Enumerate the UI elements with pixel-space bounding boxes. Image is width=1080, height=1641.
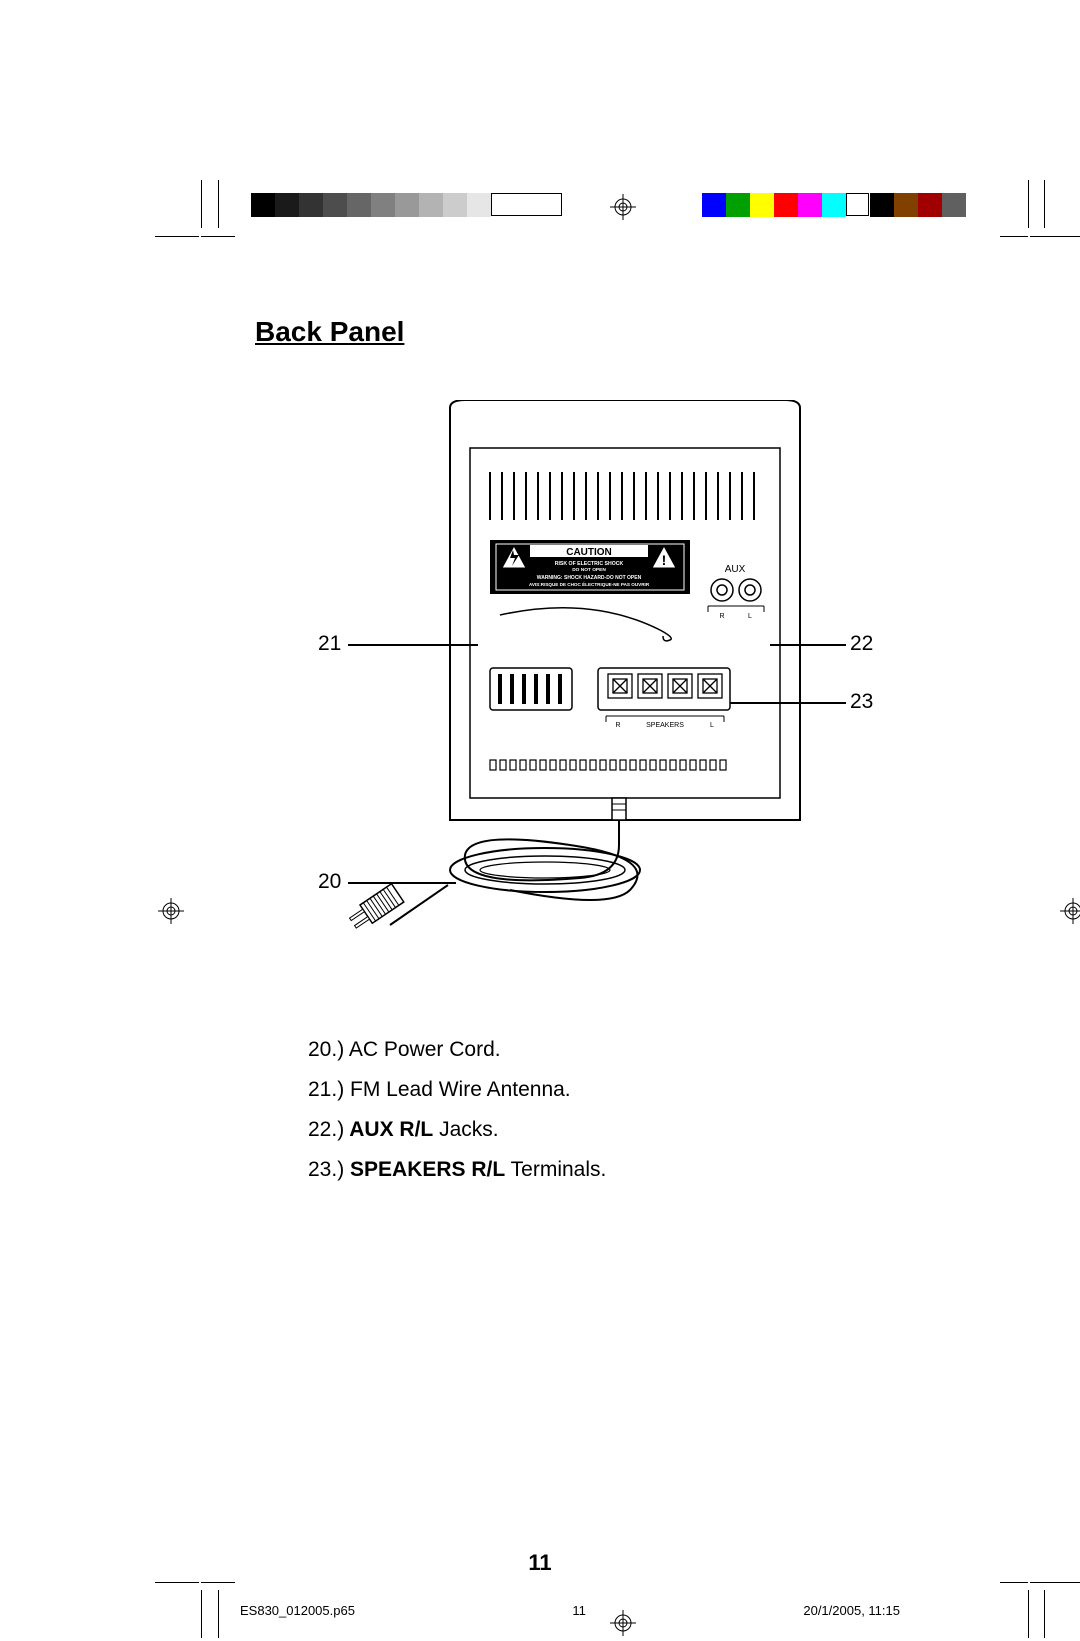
back-panel-diagram: ! CAUTION RISK OF ELECTRIC SHOCK DO NOT …	[330, 400, 850, 960]
footer: ES830_012005.p65 11 20/1/2005, 11:15	[240, 1603, 900, 1618]
svg-text:AUX: AUX	[725, 564, 746, 575]
color-swatch	[323, 193, 347, 217]
color-swatch	[798, 193, 822, 217]
list-item: 20.) AC Power Cord.	[308, 1030, 606, 1070]
crop-mark	[1028, 1590, 1029, 1638]
color-swatch	[371, 193, 395, 217]
svg-text:WARNING: SHOCK HAZARD-DO NOT O: WARNING: SHOCK HAZARD-DO NOT OPEN	[537, 575, 642, 581]
crop-mark	[1028, 180, 1029, 228]
crop-mark	[218, 1590, 219, 1638]
color-swatch	[299, 193, 323, 217]
crop-mark	[1030, 1582, 1080, 1583]
color-swatch	[894, 193, 918, 217]
color-swatch	[443, 193, 467, 217]
crop-mark	[155, 1582, 199, 1583]
colorbar-outline	[491, 193, 562, 216]
callout-20: 20	[318, 870, 341, 894]
colorbar-outline	[846, 193, 869, 216]
color-swatch	[467, 193, 491, 217]
color-swatch	[774, 193, 798, 217]
list-item: 21.) FM Lead Wire Antenna.	[308, 1070, 606, 1110]
svg-text:L: L	[748, 613, 752, 620]
footer-filename: ES830_012005.p65	[240, 1603, 355, 1618]
color-swatch	[918, 193, 942, 217]
crop-mark	[1000, 1582, 1028, 1583]
callout-line	[348, 882, 456, 884]
registration-mark-icon	[610, 194, 636, 220]
crop-mark	[201, 180, 202, 228]
registration-mark-icon	[1060, 898, 1080, 924]
color-swatch	[702, 193, 726, 217]
crop-mark	[1044, 180, 1045, 228]
callout-line	[730, 702, 846, 704]
callout-line	[770, 644, 846, 646]
callout-22: 22	[850, 632, 873, 656]
color-swatch	[822, 193, 846, 217]
color-swatch	[347, 193, 371, 217]
svg-text:DO NOT OPEN: DO NOT OPEN	[572, 567, 606, 573]
svg-text:AVIS:RISQUE DE CHOC ÉLECTRIQUE: AVIS:RISQUE DE CHOC ÉLECTRIQUE-NE PAS OU…	[529, 580, 650, 587]
registration-mark-icon	[158, 898, 184, 924]
crop-mark	[1000, 236, 1028, 237]
color-swatch	[750, 193, 774, 217]
footer-page: 11	[572, 1603, 586, 1618]
document-page: Back Panel	[0, 0, 1080, 1528]
color-swatch	[275, 193, 299, 217]
svg-text:RISK OF ELECTRIC SHOCK: RISK OF ELECTRIC SHOCK	[555, 561, 624, 567]
list-item: 23.) SPEAKERS R/L Terminals.	[308, 1150, 606, 1190]
crop-mark	[218, 180, 219, 228]
grayscale-colorbar	[251, 193, 515, 217]
crop-mark	[1044, 1590, 1045, 1638]
svg-text:L: L	[710, 722, 714, 729]
crop-mark	[1030, 236, 1080, 237]
callout-line	[348, 644, 478, 646]
color-swatch	[395, 193, 419, 217]
list-item: 22.) AUX R/L Jacks.	[308, 1110, 606, 1150]
parts-list: 20.) AC Power Cord.21.) FM Lead Wire Ant…	[308, 1030, 606, 1190]
process-colorbar	[702, 193, 966, 217]
section-heading: Back Panel	[255, 316, 404, 348]
svg-text:R: R	[615, 722, 620, 729]
svg-text:CAUTION: CAUTION	[566, 547, 612, 558]
color-swatch	[251, 193, 275, 217]
footer-datetime: 20/1/2005, 11:15	[803, 1603, 900, 1618]
color-swatch	[870, 193, 894, 217]
crop-mark	[201, 236, 235, 237]
callout-23: 23	[850, 690, 873, 714]
svg-text:SPEAKERS: SPEAKERS	[646, 722, 684, 729]
color-swatch	[419, 193, 443, 217]
color-swatch	[726, 193, 750, 217]
color-swatch	[942, 193, 966, 217]
callout-21: 21	[318, 632, 341, 656]
crop-mark	[155, 236, 199, 237]
page-number: 11	[0, 1550, 1080, 1576]
crop-mark	[201, 1582, 235, 1583]
svg-text:R: R	[719, 613, 724, 620]
svg-text:!: !	[662, 552, 667, 568]
crop-mark	[201, 1590, 202, 1638]
